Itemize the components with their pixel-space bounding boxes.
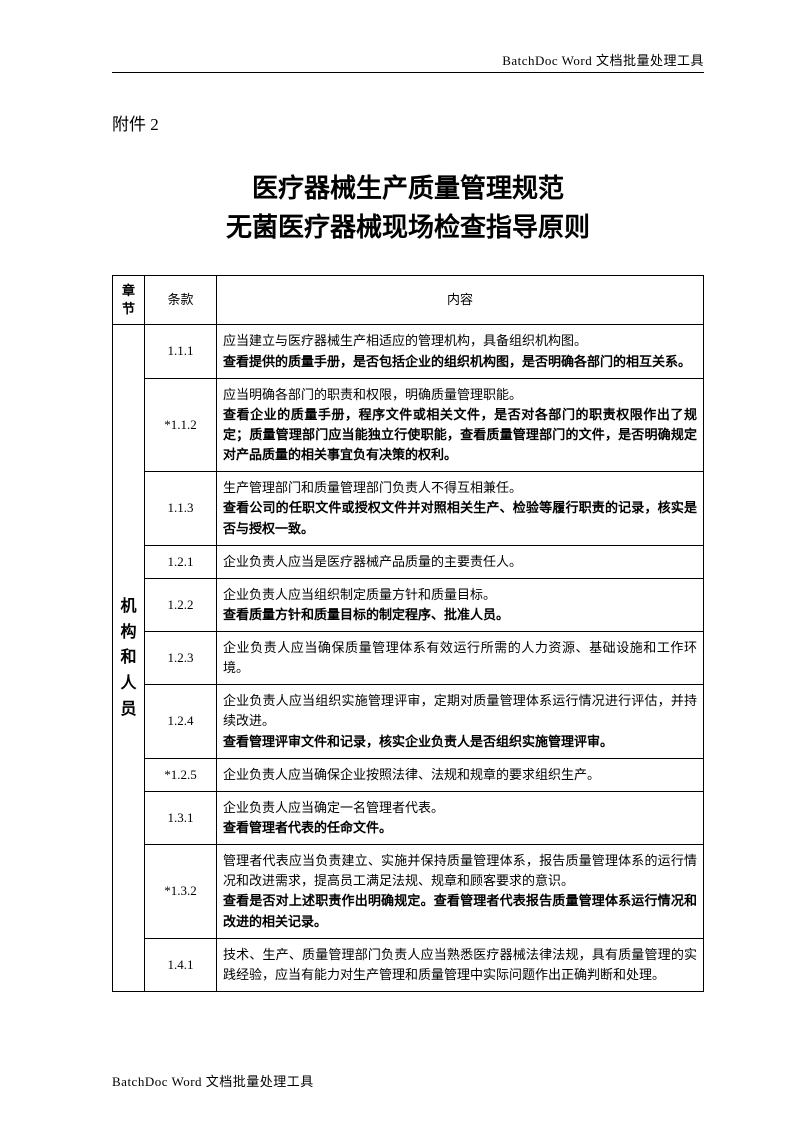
content-cell: 应当建立与医疗器械生产相适应的管理机构，具备组织机构图。查看提供的质量手册，是否…	[217, 325, 704, 378]
table-row: *1.3.2管理者代表应当负责建立、实施并保持质量管理体系，报告质量管理体系的运…	[113, 845, 704, 939]
content-cell: 企业负责人应当组织制定质量方针和质量目标。查看质量方针和质量目标的制定程序、批准…	[217, 578, 704, 631]
header-text: BatchDoc Word 文档批量处理工具	[502, 50, 704, 69]
clause-cell: 1.2.4	[145, 685, 217, 758]
clause-cell: 1.2.2	[145, 578, 217, 631]
content-line: 企业负责人应当是医疗器械产品质量的主要责任人。	[223, 552, 697, 572]
clause-cell: 1.2.3	[145, 632, 217, 685]
chapter-cell: 机构和人员	[113, 325, 145, 992]
content-cell: 技术、生产、质量管理部门负责人应当熟悉医疗器械法律法规，具有质量管理的实践经验，…	[217, 938, 704, 991]
content-cell: 企业负责人应当是医疗器械产品质量的主要责任人。	[217, 545, 704, 578]
content-line: 查看管理评审文件和记录，核实企业负责人是否组织实施管理评审。	[223, 732, 697, 752]
table-row: 1.2.1 企业负责人应当是医疗器械产品质量的主要责任人。	[113, 545, 704, 578]
content-line: 查看提供的质量手册，是否包括企业的组织机构图，是否明确各部门的相互关系。	[223, 352, 697, 372]
content-line: 查看是否对上述职责作出明确规定。查看管理者代表报告质量管理体系运行情况和改进的相…	[223, 891, 697, 931]
clause-cell: 1.1.3	[145, 472, 217, 545]
table-row: 1.4.1技术、生产、质量管理部门负责人应当熟悉医疗器械法律法规，具有质量管理的…	[113, 938, 704, 991]
page: 附件 2 医疗器械生产质量管理规范 无菌医疗器械现场检查指导原则 章 节 条款 …	[0, 0, 800, 992]
content-line: 企业负责人应当确保质量管理体系有效运行所需的人力资源、基础设施和工作环境。	[223, 638, 697, 678]
content-line: 管理者代表应当负责建立、实施并保持质量管理体系，报告质量管理体系的运行情况和改进…	[223, 851, 697, 891]
content-line: 企业负责人应当确定一名管理者代表。	[223, 798, 697, 818]
content-line: 企业负责人应当确保企业按照法律、法规和规章的要求组织生产。	[223, 765, 697, 785]
table-row: *1.1.2应当明确各部门的职责和权限，明确质量管理职能。查看企业的质量手册，程…	[113, 378, 704, 472]
content-cell: 企业负责人应当组织实施管理评审，定期对质量管理体系运行情况进行评估，并持续改进。…	[217, 685, 704, 758]
table-row: 1.2.4企业负责人应当组织实施管理评审，定期对质量管理体系运行情况进行评估，并…	[113, 685, 704, 758]
col-header-content: 内容	[217, 276, 704, 325]
table-row: *1.2.5 企业负责人应当确保企业按照法律、法规和规章的要求组织生产。	[113, 758, 704, 791]
content-cell: 企业负责人应当确保企业按照法律、法规和规章的要求组织生产。	[217, 758, 704, 791]
content-line: 应当建立与医疗器械生产相适应的管理机构，具备组织机构图。	[223, 331, 697, 351]
title-line-1: 医疗器械生产质量管理规范	[112, 169, 704, 208]
content-cell: 企业负责人应当确定一名管理者代表。查看管理者代表的任命文件。	[217, 791, 704, 844]
clause-cell: *1.2.5	[145, 758, 217, 791]
attachment-label: 附件 2	[112, 110, 704, 135]
header-rule	[112, 72, 704, 73]
col-header-chapter: 章 节	[113, 276, 145, 325]
title-line-2: 无菌医疗器械现场检查指导原则	[112, 208, 704, 247]
inspection-table: 章 节 条款 内容 机构和人员1.1.1应当建立与医疗器械生产相适应的管理机构，…	[112, 275, 704, 992]
col-header-clause: 条款	[145, 276, 217, 325]
content-line: 企业负责人应当组织实施管理评审，定期对质量管理体系运行情况进行评估，并持续改进。	[223, 691, 697, 731]
table-row: 1.1.3生产管理部门和质量管理部门负责人不得互相兼任。查看公司的任职文件或授权…	[113, 472, 704, 545]
content-line: 查看质量方针和质量目标的制定程序、批准人员。	[223, 605, 697, 625]
table-row: 1.2.3企业负责人应当确保质量管理体系有效运行所需的人力资源、基础设施和工作环…	[113, 632, 704, 685]
content-cell: 管理者代表应当负责建立、实施并保持质量管理体系，报告质量管理体系的运行情况和改进…	[217, 845, 704, 939]
clause-cell: 1.2.1	[145, 545, 217, 578]
content-cell: 企业负责人应当确保质量管理体系有效运行所需的人力资源、基础设施和工作环境。	[217, 632, 704, 685]
content-line: 技术、生产、质量管理部门负责人应当熟悉医疗器械法律法规，具有质量管理的实践经验，…	[223, 945, 697, 985]
clause-cell: 1.4.1	[145, 938, 217, 991]
content-line: 企业负责人应当组织制定质量方针和质量目标。	[223, 585, 697, 605]
table-row: 1.2.2企业负责人应当组织制定质量方针和质量目标。查看质量方针和质量目标的制定…	[113, 578, 704, 631]
content-cell: 应当明确各部门的职责和权限，明确质量管理职能。查看企业的质量手册，程序文件或相关…	[217, 378, 704, 472]
document-title: 医疗器械生产质量管理规范 无菌医疗器械现场检查指导原则	[112, 169, 704, 247]
footer-text: BatchDoc Word 文档批量处理工具	[112, 1071, 314, 1090]
content-line: 查看公司的任职文件或授权文件并对照相关生产、检验等履行职责的记录，核实是否与授权…	[223, 498, 697, 538]
content-line: 查看企业的质量手册，程序文件或相关文件，是否对各部门的职责权限作出了规定；质量管…	[223, 405, 697, 465]
content-line: 生产管理部门和质量管理部门负责人不得互相兼任。	[223, 478, 697, 498]
table-row: 1.3.1企业负责人应当确定一名管理者代表。查看管理者代表的任命文件。	[113, 791, 704, 844]
table-header-row: 章 节 条款 内容	[113, 276, 704, 325]
content-cell: 生产管理部门和质量管理部门负责人不得互相兼任。查看公司的任职文件或授权文件并对照…	[217, 472, 704, 545]
table-row: 机构和人员1.1.1应当建立与医疗器械生产相适应的管理机构，具备组织机构图。查看…	[113, 325, 704, 378]
clause-cell: 1.1.1	[145, 325, 217, 378]
clause-cell: *1.3.2	[145, 845, 217, 939]
content-line: 查看管理者代表的任命文件。	[223, 818, 697, 838]
clause-cell: *1.1.2	[145, 378, 217, 472]
clause-cell: 1.3.1	[145, 791, 217, 844]
content-line: 应当明确各部门的职责和权限，明确质量管理职能。	[223, 385, 697, 405]
table-body: 机构和人员1.1.1应当建立与医疗器械生产相适应的管理机构，具备组织机构图。查看…	[113, 325, 704, 992]
